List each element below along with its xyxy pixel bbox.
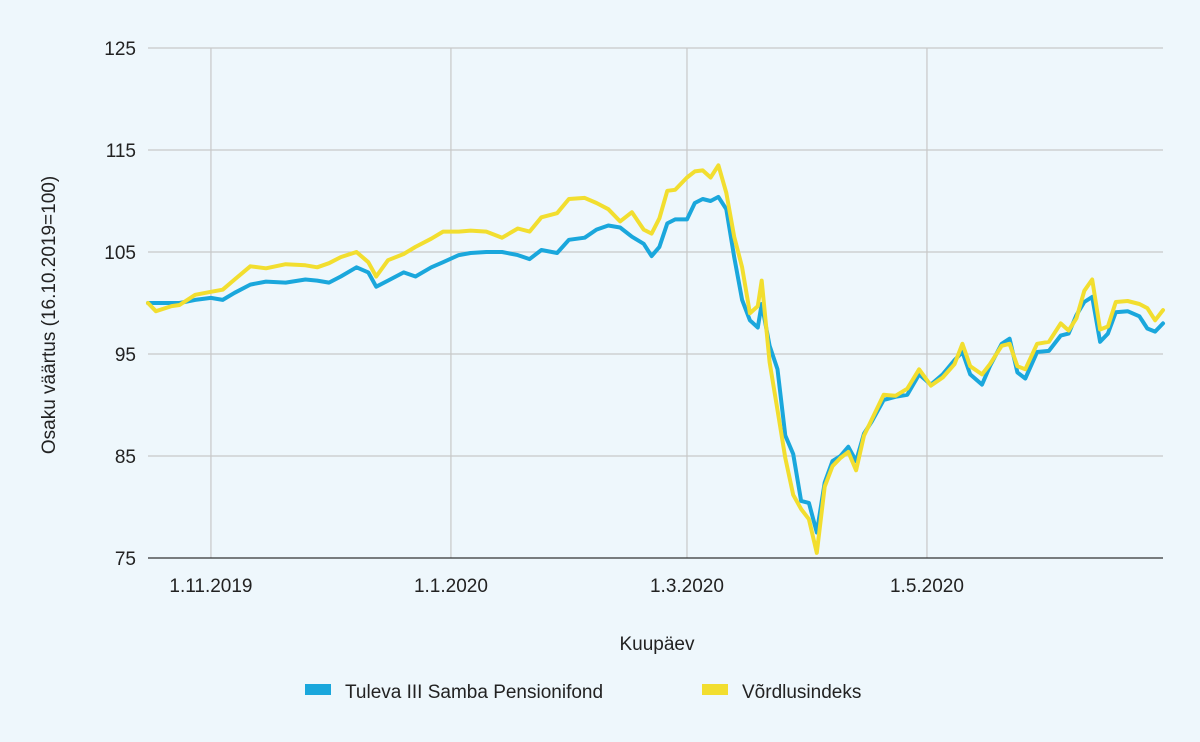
- x-tick-label: 1.1.2020: [414, 576, 488, 597]
- legend-swatch-vordlusindeks: [702, 684, 728, 695]
- y-tick-label: 115: [106, 141, 136, 162]
- y-tick-label: 125: [104, 39, 136, 60]
- series-lines: [146, 163, 1165, 555]
- y-tick-labels: 75 85 95 105 115 125: [104, 39, 136, 570]
- series-line-vordlusindeks: [146, 163, 1165, 555]
- x-tick-label: 1.3.2020: [650, 576, 724, 597]
- legend-label-vordlusindeks: Võrdlusindeks: [742, 682, 861, 703]
- x-tick-label: 1.11.2019: [169, 576, 252, 597]
- x-tick-labels: 1.11.2019 1.1.2020 1.3.2020 1.5.2020: [169, 576, 964, 597]
- x-axis-title: Kuupäev: [619, 634, 695, 655]
- legend: Tuleva III Samba Pensionifond Võrdlusind…: [305, 682, 861, 703]
- y-tick-label: 75: [115, 549, 136, 570]
- y-tick-label: 105: [104, 243, 136, 264]
- legend-item-tuleva: Tuleva III Samba Pensionifond: [305, 682, 603, 703]
- x-tick-label: 1.5.2020: [890, 576, 964, 597]
- y-tick-label: 95: [115, 345, 136, 366]
- legend-item-vordlusindeks: Võrdlusindeks: [702, 682, 861, 703]
- series-line-tuleva: [146, 194, 1165, 535]
- legend-swatch-tuleva: [305, 684, 331, 695]
- y-tick-label: 85: [115, 447, 136, 468]
- y-axis-title: Osaku väärtus (16.10.2019=100): [39, 176, 60, 454]
- legend-label-tuleva: Tuleva III Samba Pensionifond: [345, 682, 603, 703]
